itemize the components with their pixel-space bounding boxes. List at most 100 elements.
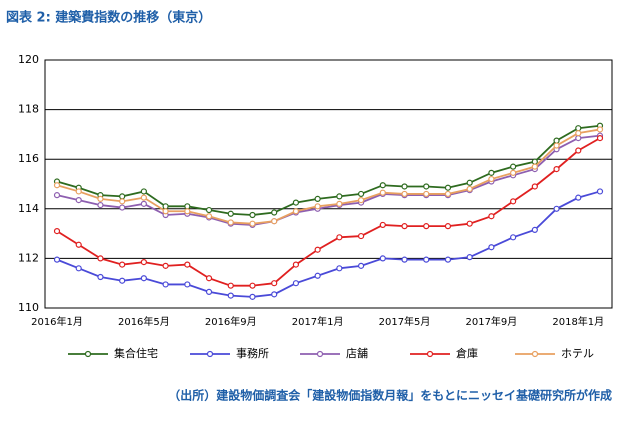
data-point bbox=[596, 135, 604, 142]
data-point bbox=[336, 234, 343, 241]
data-point bbox=[75, 241, 82, 248]
series-line bbox=[56, 124, 601, 216]
data-point bbox=[140, 259, 147, 266]
legend-label: 事務所 bbox=[236, 346, 269, 360]
data-point bbox=[553, 166, 560, 173]
x-tick-label: 2016年9月 bbox=[205, 315, 257, 328]
data-point bbox=[97, 273, 104, 281]
data-point bbox=[401, 223, 408, 230]
data-point bbox=[97, 255, 104, 262]
legend-label: 集合住宅 bbox=[114, 346, 158, 360]
legend-label: ホテル bbox=[561, 347, 594, 360]
data-point bbox=[444, 184, 452, 191]
data-point bbox=[510, 198, 517, 205]
data-point bbox=[271, 218, 278, 225]
legend-marker bbox=[531, 350, 539, 358]
chart-title: 図表 2: 建築費指数の推移（東京） bbox=[6, 10, 211, 26]
data-point bbox=[205, 275, 213, 282]
data-point bbox=[336, 193, 343, 200]
data-point bbox=[553, 205, 560, 212]
data-point bbox=[227, 219, 234, 226]
data-point bbox=[357, 232, 365, 240]
y-tick-label: 110 bbox=[18, 301, 39, 314]
data-point bbox=[271, 291, 278, 298]
x-tick-label: 2016年1月 bbox=[31, 315, 83, 328]
data-point bbox=[553, 137, 560, 144]
data-point bbox=[162, 262, 169, 269]
data-point bbox=[140, 275, 147, 282]
data-point bbox=[510, 163, 517, 170]
data-point bbox=[75, 265, 82, 272]
data-point bbox=[119, 198, 126, 205]
data-point bbox=[401, 183, 408, 190]
data-point bbox=[162, 208, 169, 215]
data-point bbox=[357, 190, 365, 198]
data-point bbox=[97, 201, 104, 209]
data-point bbox=[531, 226, 538, 233]
data-point bbox=[466, 185, 473, 193]
data-point bbox=[357, 262, 365, 269]
x-tick-label: 2017年1月 bbox=[292, 315, 344, 328]
data-point bbox=[162, 203, 169, 210]
data-point bbox=[184, 208, 191, 215]
data-point bbox=[205, 288, 213, 295]
data-point bbox=[314, 195, 321, 202]
data-point bbox=[357, 197, 365, 204]
data-point bbox=[205, 213, 213, 220]
data-point bbox=[596, 188, 604, 195]
data-point bbox=[336, 200, 343, 207]
data-point bbox=[119, 277, 126, 284]
data-point bbox=[184, 281, 191, 288]
data-point bbox=[466, 220, 473, 227]
data-point bbox=[314, 272, 321, 279]
data-point bbox=[401, 256, 408, 263]
data-point bbox=[227, 292, 234, 299]
legend-marker bbox=[426, 350, 434, 358]
data-point bbox=[488, 213, 495, 220]
data-point bbox=[336, 265, 343, 272]
data-point bbox=[119, 204, 126, 211]
data-point bbox=[75, 188, 82, 195]
data-point bbox=[466, 254, 473, 261]
data-point bbox=[314, 246, 321, 253]
data-point bbox=[249, 293, 256, 300]
data-point bbox=[423, 223, 430, 230]
data-point bbox=[205, 206, 213, 214]
data-point bbox=[379, 182, 386, 189]
data-point bbox=[292, 208, 300, 215]
data-point bbox=[119, 193, 126, 200]
legend-label: 倉庫 bbox=[456, 346, 478, 360]
legend-marker bbox=[84, 350, 92, 358]
x-tick-label: 2016年5月 bbox=[118, 315, 170, 328]
data-point bbox=[53, 228, 61, 235]
data-point bbox=[140, 188, 147, 195]
data-point bbox=[184, 203, 191, 210]
data-point bbox=[184, 261, 191, 268]
legend-marker bbox=[316, 350, 324, 358]
legend-marker bbox=[206, 350, 214, 358]
data-point bbox=[271, 209, 278, 216]
x-tick-label: 2017年9月 bbox=[465, 315, 517, 328]
data-point bbox=[379, 189, 386, 196]
y-tick-label: 118 bbox=[18, 103, 39, 116]
data-point bbox=[575, 130, 582, 137]
y-tick-label: 116 bbox=[18, 152, 39, 165]
data-point bbox=[444, 190, 452, 198]
data-point bbox=[488, 175, 495, 183]
data-point bbox=[401, 190, 408, 198]
y-tick-label: 114 bbox=[18, 202, 39, 215]
data-point bbox=[140, 200, 147, 207]
data-point bbox=[423, 256, 430, 263]
legend-label: 店舗 bbox=[346, 346, 368, 360]
data-point bbox=[249, 282, 256, 289]
data-point bbox=[510, 169, 517, 176]
data-point bbox=[466, 179, 473, 186]
data-point bbox=[488, 244, 495, 251]
y-tick-label: 120 bbox=[18, 53, 39, 66]
data-point bbox=[292, 199, 300, 206]
plot-area bbox=[44, 59, 613, 309]
data-point bbox=[531, 163, 538, 170]
x-tick-label: 2017年5月 bbox=[379, 315, 431, 328]
data-point bbox=[292, 261, 300, 268]
data-point bbox=[575, 125, 582, 132]
